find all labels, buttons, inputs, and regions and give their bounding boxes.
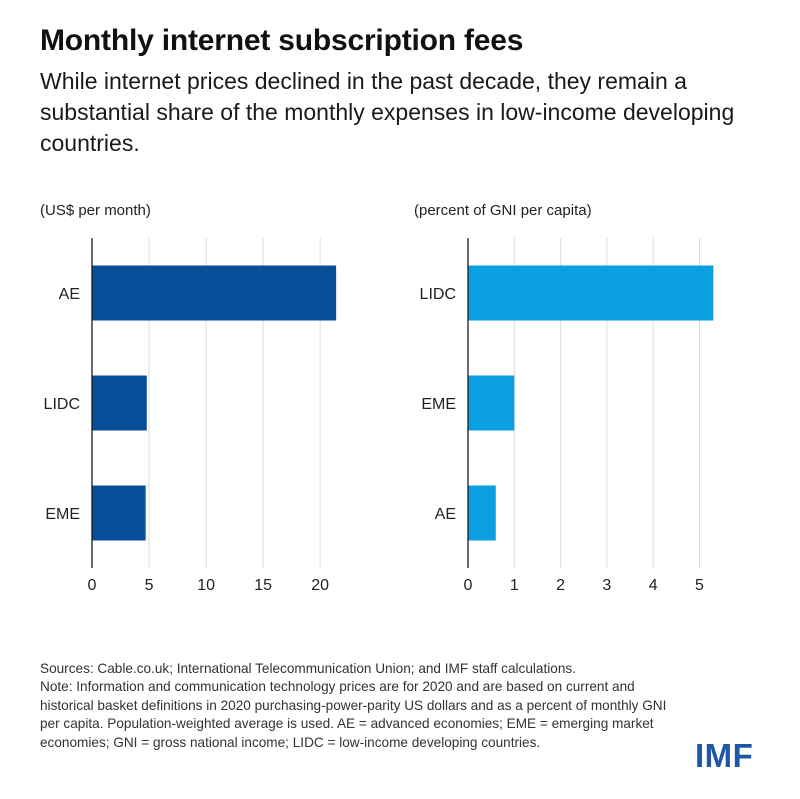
note-text: Note: Information and communication tech… [40,679,667,750]
right-chart-unit-label: (percent of GNI per capita) [414,202,592,219]
chart-title: Monthly internet subscription fees [40,24,524,57]
chart-subtitle: While internet prices declined in the pa… [40,68,735,156]
right-bar-1 [468,375,515,431]
right-category-label-0: LIDC [420,286,456,303]
left-bar-0 [92,265,337,321]
right-category-label-1: EME [421,396,456,413]
right-tick-label-5: 5 [695,577,704,594]
right-category-label-2: AE [435,506,456,523]
right-tick-label-0: 0 [464,577,473,594]
footnotes: Sources: Cable.co.uk; International Tele… [40,660,680,752]
left-bar-2 [92,485,146,541]
left-tick-label-1: 5 [145,577,154,594]
left-tick-label-4: 20 [311,577,329,594]
left-tick-label-0: 0 [88,577,97,594]
left-category-label-1: LIDC [44,396,80,413]
left-tick-label-3: 15 [254,577,272,594]
right-tick-label-2: 2 [556,577,565,594]
right-bar-2 [468,485,496,541]
right-tick-label-1: 1 [510,577,519,594]
right-tick-label-3: 3 [602,577,611,594]
right-tick-label-4: 4 [649,577,658,594]
right-bar-0 [468,265,714,321]
imf-logo: IMF [695,737,754,774]
left-bar-1 [92,375,147,431]
left-category-label-0: AE [59,286,80,303]
left-category-label-2: EME [45,506,80,523]
sources-text: Sources: Cable.co.uk; International Tele… [40,661,576,676]
left-tick-label-2: 10 [197,577,215,594]
left-chart-unit-label: (US$ per month) [40,202,151,219]
